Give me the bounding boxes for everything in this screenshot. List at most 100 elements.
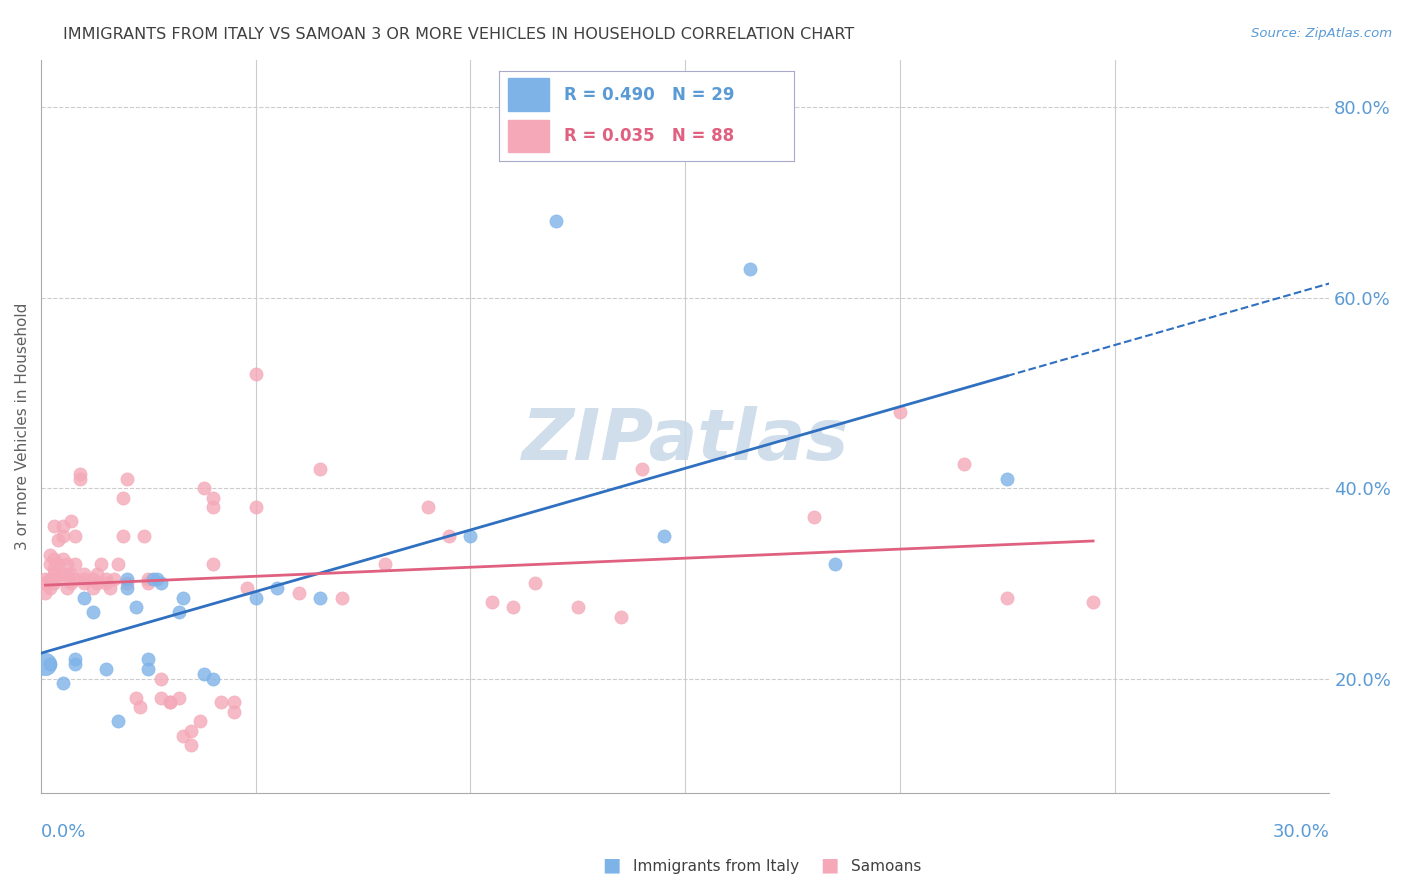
- Point: [180, 738, 202, 752]
- Text: IMMIGRANTS FROM ITALY VS SAMOAN 3 OR MORE VEHICLES IN HOUSEHOLD CORRELATION CHAR: IMMIGRANTS FROM ITALY VS SAMOAN 3 OR MOR…: [63, 27, 855, 42]
- Text: 0.0%: 0.0%: [41, 823, 87, 841]
- Point: [56, 581, 79, 595]
- Point: [437, 529, 460, 543]
- Point: [42, 519, 65, 533]
- Point: [107, 558, 129, 572]
- Text: R = 0.490   N = 29: R = 0.490 N = 29: [564, 86, 734, 103]
- Point: [82, 605, 104, 619]
- Point: [245, 500, 267, 515]
- Point: [52, 552, 75, 566]
- Point: [201, 558, 224, 572]
- Point: [236, 581, 259, 595]
- Point: [86, 576, 108, 591]
- Point: [86, 566, 108, 581]
- Point: [167, 605, 190, 619]
- Point: [65, 572, 87, 586]
- Point: [42, 566, 65, 581]
- Point: [211, 695, 233, 709]
- Point: [245, 591, 267, 605]
- Point: [60, 515, 83, 529]
- Y-axis label: 3 or more Vehicles in Household: 3 or more Vehicles in Household: [15, 302, 30, 549]
- Point: [98, 581, 121, 595]
- Text: Samoans: Samoans: [851, 859, 921, 874]
- Point: [188, 714, 211, 729]
- Point: [138, 662, 160, 676]
- Point: [65, 529, 87, 543]
- Point: [330, 591, 353, 605]
- Point: [201, 672, 224, 686]
- Point: [94, 662, 117, 676]
- Point: [52, 676, 75, 690]
- Point: [115, 576, 138, 591]
- Point: [309, 591, 332, 605]
- Point: [69, 467, 91, 481]
- Point: [107, 714, 129, 729]
- Point: [46, 533, 69, 548]
- Point: [124, 690, 146, 705]
- Point: [38, 572, 60, 586]
- Point: [38, 657, 60, 672]
- Point: [523, 576, 546, 591]
- Point: [82, 572, 104, 586]
- Point: [69, 471, 91, 485]
- Point: [128, 700, 150, 714]
- Point: [60, 566, 83, 581]
- Point: [82, 581, 104, 595]
- Point: [150, 690, 173, 705]
- Point: [416, 500, 439, 515]
- Point: [65, 657, 87, 672]
- Point: [631, 462, 654, 476]
- Text: Immigrants from Italy: Immigrants from Italy: [633, 859, 799, 874]
- Point: [38, 558, 60, 572]
- Point: [65, 558, 87, 572]
- Point: [115, 471, 138, 485]
- Point: [193, 481, 215, 495]
- Point: [193, 666, 215, 681]
- Point: [42, 562, 65, 576]
- Point: [34, 576, 56, 591]
- Point: [115, 581, 138, 595]
- Point: [460, 529, 482, 543]
- Point: [138, 572, 160, 586]
- Point: [42, 552, 65, 566]
- Point: [34, 572, 56, 586]
- Point: [150, 672, 173, 686]
- Point: [159, 695, 181, 709]
- Text: ■: ■: [602, 855, 621, 874]
- Point: [34, 586, 56, 600]
- Point: [481, 595, 503, 609]
- Point: [38, 548, 60, 562]
- Point: [567, 600, 589, 615]
- Point: [245, 367, 267, 381]
- Point: [56, 566, 79, 581]
- Point: [52, 566, 75, 581]
- Point: [172, 591, 194, 605]
- Point: [73, 572, 96, 586]
- Point: [115, 572, 138, 586]
- Point: [94, 572, 117, 586]
- Point: [56, 558, 79, 572]
- Point: [103, 572, 125, 586]
- Bar: [508, 78, 550, 111]
- Point: [610, 609, 633, 624]
- Point: [738, 262, 761, 277]
- Point: [124, 600, 146, 615]
- Point: [201, 500, 224, 515]
- Point: [803, 509, 825, 524]
- Point: [995, 591, 1018, 605]
- Point: [65, 652, 87, 666]
- Point: [38, 581, 60, 595]
- Point: [73, 591, 96, 605]
- Point: [46, 572, 69, 586]
- Point: [142, 572, 165, 586]
- Point: [224, 705, 246, 719]
- Text: 30.0%: 30.0%: [1272, 823, 1329, 841]
- Point: [502, 600, 524, 615]
- Point: [374, 558, 396, 572]
- Point: [150, 576, 173, 591]
- Point: [73, 566, 96, 581]
- Point: [889, 405, 911, 419]
- Point: [46, 558, 69, 572]
- Point: [995, 471, 1018, 485]
- Point: [201, 491, 224, 505]
